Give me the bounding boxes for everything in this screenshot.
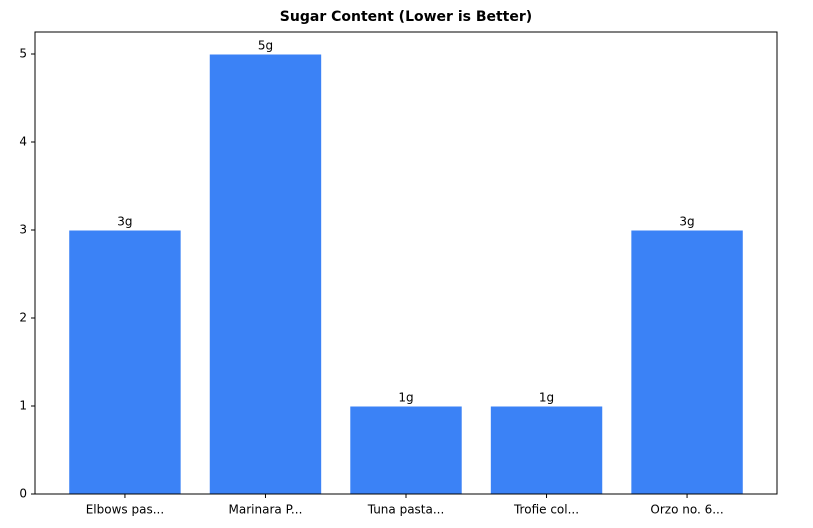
y-tick-label: 3 (19, 223, 27, 237)
bar (349, 405, 463, 495)
chart-title: Sugar Content (Lower is Better) (280, 9, 532, 25)
y-tick-label: 4 (19, 135, 27, 149)
bar (489, 405, 604, 495)
bar (68, 229, 182, 495)
value-label: 3g (117, 215, 132, 229)
value-label: 3g (679, 215, 694, 229)
x-tick-label: Marinara P... (229, 503, 303, 517)
bar (208, 53, 323, 495)
value-label: 1g (539, 391, 554, 405)
y-tick-label: 1 (19, 399, 27, 413)
value-label: 5g (258, 39, 273, 53)
bar (630, 229, 744, 495)
value-label: 1g (398, 391, 413, 405)
x-tick-label: Tuna pasta... (367, 503, 445, 517)
y-tick-label: 5 (19, 47, 27, 61)
x-tick-label: Trofie col... (513, 503, 579, 517)
y-tick-label: 0 (19, 487, 27, 501)
y-tick-label: 2 (19, 311, 27, 325)
x-tick-label: Elbows pas... (86, 503, 164, 517)
plot-frame (34, 31, 778, 495)
x-tick-label: Orzo no. 6... (650, 503, 723, 517)
